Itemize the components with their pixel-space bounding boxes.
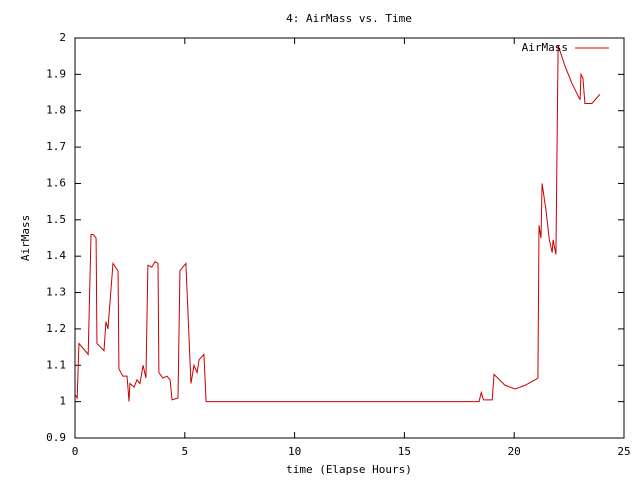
- y-tick-label: 1.1: [46, 358, 66, 371]
- x-tick-label: 10: [288, 445, 301, 458]
- x-tick-label: 5: [181, 445, 188, 458]
- y-axis-label: AirMass: [19, 215, 32, 261]
- y-tick-label: 1.2: [46, 322, 66, 335]
- x-tick-label: 0: [72, 445, 79, 458]
- y-tick-label: 2: [59, 31, 66, 44]
- plot-frame: [74, 37, 625, 439]
- legend-label: AirMass: [522, 41, 568, 54]
- y-tick-label: 1: [59, 395, 66, 408]
- x-tick-label: 25: [617, 445, 630, 458]
- y-tick-label: 1.3: [46, 286, 66, 299]
- y-tick-label: 1.6: [46, 176, 66, 189]
- chart-title: 4: AirMass vs. Time: [286, 12, 412, 25]
- y-tick-label: 1.7: [46, 140, 66, 153]
- x-tick-label: 20: [508, 445, 521, 458]
- x-axis-label: time (Elapse Hours): [286, 463, 412, 476]
- y-tick-label: 1.5: [46, 213, 66, 226]
- data-line: [74, 45, 601, 403]
- y-tick-label: 1.4: [46, 249, 66, 262]
- x-tick-label: 15: [398, 445, 411, 458]
- y-tick-label: 1.8: [46, 104, 66, 117]
- y-tick-label: 0.9: [46, 431, 66, 444]
- y-tick-label: 1.9: [46, 67, 66, 80]
